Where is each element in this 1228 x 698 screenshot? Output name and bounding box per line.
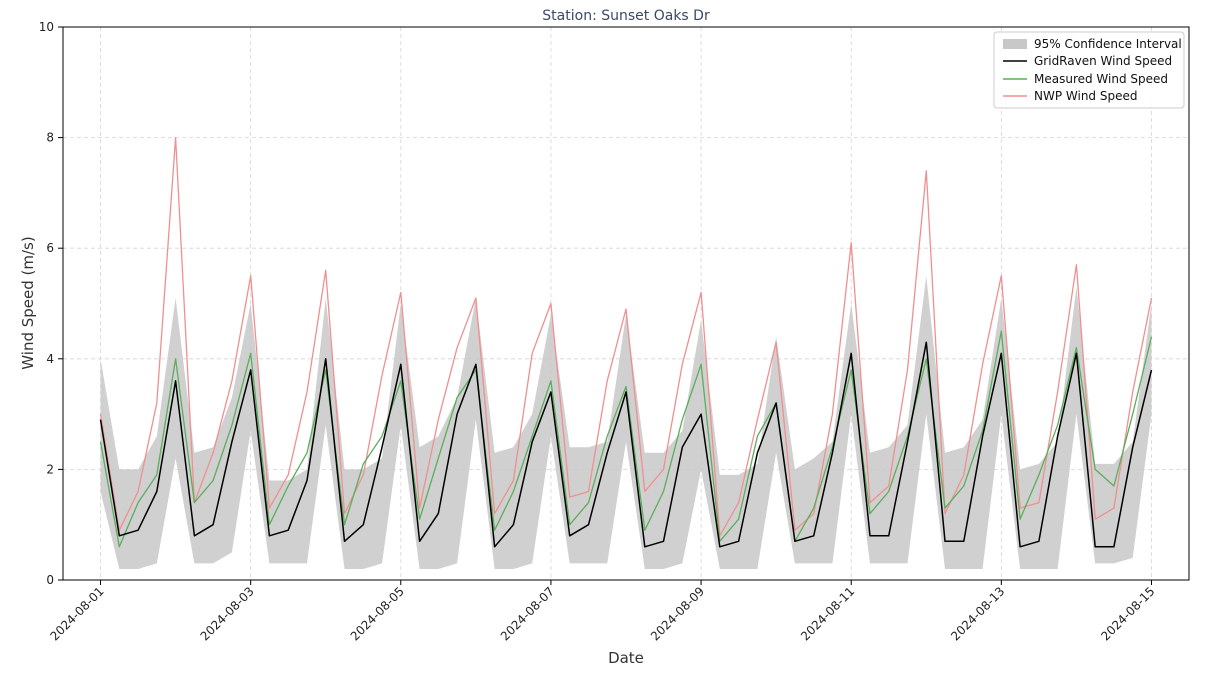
legend-item-gridraven: GridRaven Wind Speed — [1003, 54, 1172, 68]
nwp-wind-speed-line — [99, 136, 1153, 537]
legend-label-nwp: NWP Wind Speed — [1034, 89, 1137, 103]
confidence-band — [100, 275, 1152, 569]
x-tick-label: 2024-08-01 — [47, 584, 106, 643]
confidence-band-layer — [100, 275, 1152, 569]
x-tick-label: 2024-08-09 — [648, 584, 707, 643]
x-tick-label: 2024-08-07 — [498, 584, 557, 643]
y-tick-label: 8 — [46, 131, 54, 145]
y-tick-label: 10 — [39, 20, 54, 34]
legend-swatch-confidence — [1003, 39, 1027, 49]
x-tick-label: 2024-08-03 — [198, 584, 257, 643]
x-tick-label: 2024-08-11 — [798, 584, 857, 643]
series-lines-layer — [99, 136, 1153, 548]
legend-label-gridraven: GridRaven Wind Speed — [1034, 54, 1172, 68]
y-tick-label: 6 — [46, 241, 54, 255]
y-tick-label: 2 — [46, 462, 54, 476]
y-tick-label: 4 — [46, 352, 54, 366]
legend-item-nwp: NWP Wind Speed — [1003, 89, 1137, 103]
chart-title: Station: Sunset Oaks Dr — [542, 8, 710, 24]
y-tick-label: 0 — [46, 573, 54, 587]
x-tick-label: 2024-08-13 — [948, 584, 1007, 643]
x-tick-label: 2024-08-05 — [348, 584, 407, 643]
measured-wind-speed-line — [99, 330, 1153, 548]
y-axis-label: Wind Speed (m/s) — [19, 236, 37, 369]
legend-item-confidence: 95% Confidence Interval — [1003, 37, 1182, 51]
y-axis-ticks: 0 2 4 6 8 10 — [39, 20, 63, 587]
x-axis-ticks: 2024-08-01 2024-08-03 2024-08-05 2024-08-07… — [47, 580, 1158, 643]
gridraven-wind-speed-line — [99, 341, 1153, 548]
x-tick-label: 2024-08-15 — [1098, 584, 1157, 643]
legend-label-measured: Measured Wind Speed — [1034, 72, 1168, 86]
plot-area-frame — [62, 26, 1190, 581]
x-axis-label: Date — [608, 649, 644, 667]
legend-label-confidence: 95% Confidence Interval — [1034, 37, 1182, 51]
legend: 95% Confidence Interval GridRaven Wind S… — [993, 31, 1185, 109]
legend-frame — [993, 31, 1185, 109]
legend-item-measured: Measured Wind Speed — [1003, 72, 1168, 86]
